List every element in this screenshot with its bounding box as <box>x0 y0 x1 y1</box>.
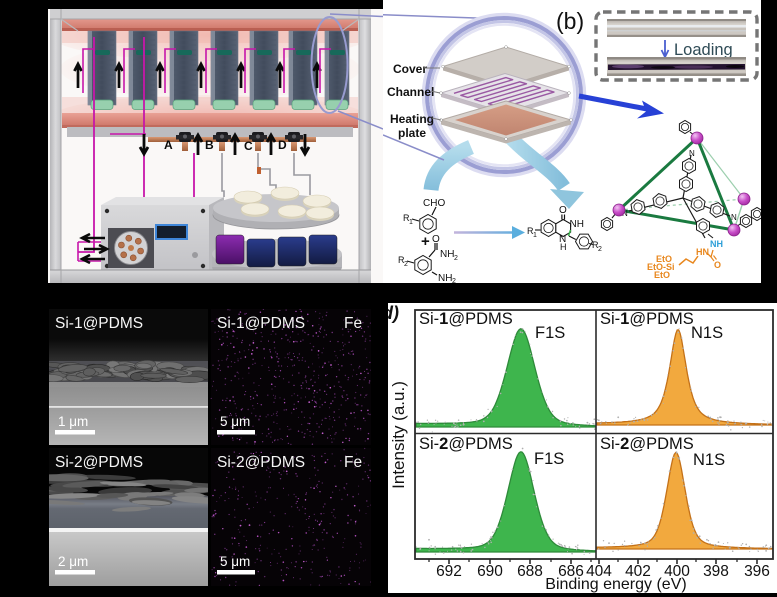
svg-text:NH: NH <box>570 219 584 230</box>
svg-text:CHO: CHO <box>423 198 445 209</box>
svg-text:Intensity (a.u.): Intensity (a.u.) <box>389 381 408 489</box>
svg-text:1: 1 <box>533 232 537 239</box>
svg-text:N: N <box>559 234 566 245</box>
svg-text:N1S: N1S <box>691 324 723 342</box>
svg-text:EtO-Si: EtO-Si <box>647 262 675 272</box>
svg-text:D: D <box>278 138 287 152</box>
svg-text:Si-1@PDMS: Si-1@PDMS <box>217 315 305 332</box>
svg-text:N: N <box>731 213 737 222</box>
svg-text:O: O <box>559 205 567 216</box>
svg-text:404: 404 <box>586 563 612 580</box>
svg-text:398: 398 <box>703 563 729 580</box>
svg-text:1 μm: 1 μm <box>58 414 88 429</box>
svg-text:R: R <box>403 213 410 223</box>
svg-text:2: 2 <box>404 261 408 268</box>
svg-text:1: 1 <box>409 219 413 226</box>
svg-text:NH: NH <box>438 273 452 283</box>
svg-text:plate: plate <box>398 126 426 140</box>
svg-text:688: 688 <box>517 563 543 580</box>
svg-text:2: 2 <box>452 278 456 283</box>
svg-text:N: N <box>622 209 628 218</box>
svg-text:F1S: F1S <box>534 450 564 468</box>
svg-text:EtO: EtO <box>654 270 670 280</box>
svg-text:NH: NH <box>710 239 723 249</box>
svg-text:O: O <box>432 234 440 245</box>
svg-text:Si-2@PDMS: Si-2@PDMS <box>55 454 143 471</box>
svg-text:Si-2@PDMS: Si-2@PDMS <box>419 435 513 453</box>
svg-text:2 μm: 2 μm <box>58 554 88 569</box>
svg-text:H: H <box>560 242 567 252</box>
svg-text:NH: NH <box>440 249 454 260</box>
svg-text:R: R <box>527 226 534 236</box>
svg-text:R: R <box>398 255 405 265</box>
svg-text:Si-2@PDMS: Si-2@PDMS <box>217 454 305 471</box>
svg-text:N1S: N1S <box>693 451 725 469</box>
svg-text:5 μm: 5 μm <box>220 554 250 569</box>
svg-text:5 μm: 5 μm <box>220 414 250 429</box>
svg-text:Si-1@PDMS: Si-1@PDMS <box>55 315 143 332</box>
svg-text:690: 690 <box>477 563 503 580</box>
svg-text:Heating: Heating <box>390 112 434 126</box>
svg-text:2: 2 <box>454 255 458 262</box>
svg-text:A: A <box>164 138 173 152</box>
svg-text:d): d) <box>388 303 399 323</box>
svg-text:Si-1@PDMS: Si-1@PDMS <box>419 310 513 328</box>
svg-text:692: 692 <box>436 563 462 580</box>
svg-text:Loading: Loading <box>674 41 733 59</box>
svg-text:B: B <box>205 138 214 152</box>
svg-text:HN: HN <box>696 247 709 257</box>
svg-text:EtO: EtO <box>656 254 672 264</box>
svg-text:F1S: F1S <box>535 324 565 342</box>
svg-text:N: N <box>689 149 695 158</box>
svg-text:+: + <box>421 233 430 250</box>
svg-text:400: 400 <box>664 563 690 580</box>
svg-text:Fe: Fe <box>344 315 362 332</box>
svg-text:R: R <box>592 240 599 250</box>
svg-text:Cover: Cover <box>393 62 427 76</box>
svg-text:Si-1@PDMS: Si-1@PDMS <box>600 310 694 328</box>
svg-text:O: O <box>714 260 721 270</box>
svg-text:(b): (b) <box>556 8 584 34</box>
svg-text:2: 2 <box>598 246 602 253</box>
svg-text:396: 396 <box>744 563 770 580</box>
svg-text:402: 402 <box>625 563 651 580</box>
svg-text:Fe: Fe <box>344 454 362 471</box>
svg-text:686: 686 <box>558 563 584 580</box>
svg-text:Channel: Channel <box>387 85 434 99</box>
svg-text:C: C <box>244 139 253 153</box>
svg-text:Si-2@PDMS: Si-2@PDMS <box>600 435 694 453</box>
svg-text:Binding energy (eV): Binding energy (eV) <box>545 576 686 593</box>
